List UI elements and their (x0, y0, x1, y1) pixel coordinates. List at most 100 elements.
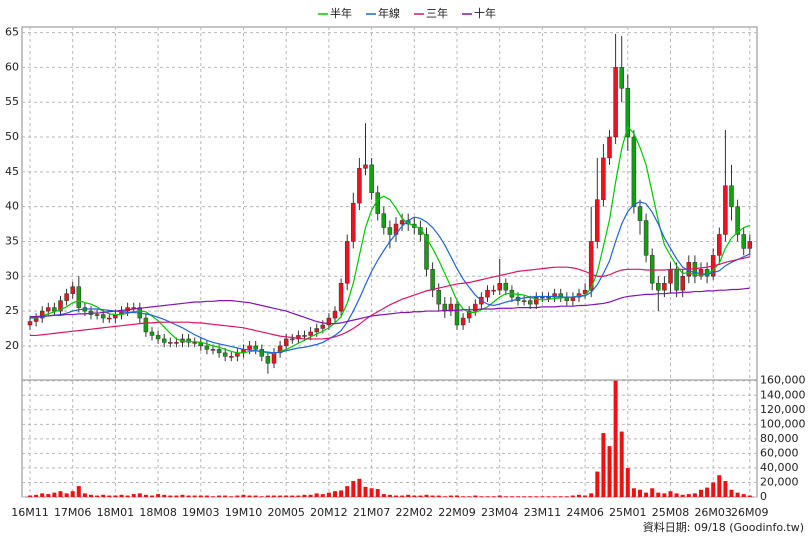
candle-body (70, 286, 75, 294)
ma-line (29, 201, 751, 354)
volume-bar (503, 496, 508, 497)
volume-bar (131, 494, 136, 497)
x-tick-label: 16M11 (11, 506, 49, 519)
volume-bar (211, 496, 215, 497)
volume-bar (406, 494, 411, 497)
volume-bar (534, 496, 539, 497)
candle-body (64, 293, 69, 301)
volume-bar (485, 496, 490, 497)
volume-bar (314, 493, 319, 497)
ma-line (30, 256, 750, 340)
candle-body (46, 307, 51, 312)
candle-body (186, 338, 191, 343)
y2-tick-label: 0 (760, 490, 767, 503)
candle-body (747, 241, 753, 249)
candle-body (741, 234, 746, 249)
candle-body (265, 356, 271, 364)
candle-body (619, 67, 624, 89)
volume-bar (735, 492, 740, 497)
volume-bar (107, 495, 112, 497)
x-tick-label: 20M12 (310, 506, 348, 519)
volume-bar (247, 495, 252, 497)
candle-body (430, 269, 435, 291)
volume-bar (168, 495, 173, 497)
candle-body (466, 310, 472, 319)
candle-body (320, 324, 326, 329)
volume-bar (259, 496, 264, 497)
volume-bar (278, 495, 283, 497)
x-tick-label: 26M03 (694, 506, 732, 519)
y2-tick-label: 100,000 (760, 417, 806, 430)
x-tick-label: 21M07 (353, 506, 391, 519)
volume-bar (680, 494, 685, 497)
candle-body (613, 67, 618, 138)
volume-bar (455, 495, 459, 497)
y-tick-label: 45 (5, 165, 19, 178)
volume-bar (668, 491, 673, 497)
y-tick-label: 20 (5, 339, 19, 352)
volume-bar (204, 495, 209, 497)
legend-label: 半年 (330, 6, 352, 20)
candle-body (332, 310, 338, 319)
volume-bar (699, 489, 703, 497)
volume-bar (613, 380, 618, 497)
candle-body (290, 338, 295, 341)
volume-bar (564, 496, 569, 497)
volume-bar (522, 496, 527, 497)
volume-bar (52, 492, 57, 497)
candle-body (436, 289, 441, 305)
candle-body (94, 314, 100, 316)
volume-bar (570, 495, 575, 497)
volume-bar (528, 496, 533, 497)
x-tick-label: 26M09 (731, 506, 769, 519)
y2-tick-label: 160,000 (760, 374, 806, 387)
candle-body (497, 282, 502, 291)
volume-bar (174, 495, 179, 497)
y-tick-label: 50 (5, 130, 19, 143)
volume-bar (357, 478, 362, 497)
volume-bar (150, 495, 154, 497)
volume-bar (296, 495, 301, 497)
volume-bar (241, 494, 246, 497)
candle-body (253, 345, 258, 350)
candle-body (637, 206, 643, 221)
volume-bar (284, 495, 289, 497)
candle-body (76, 286, 82, 308)
volume-bar (644, 492, 649, 497)
volume-bar (253, 495, 258, 497)
y2-tick-label: 40,000 (760, 461, 799, 474)
candle-body (473, 303, 478, 312)
volume-bar (467, 496, 472, 497)
volume-bar (28, 495, 32, 497)
candle-body (680, 276, 685, 291)
volume-bar (34, 494, 39, 497)
x-tick-label: 19M10 (225, 506, 263, 519)
volume-bar (741, 494, 746, 497)
x-tick-label: 20M05 (267, 506, 305, 519)
volume-bar (375, 489, 380, 497)
volume-bar (308, 494, 313, 497)
x-tick-label: 23M04 (481, 506, 519, 519)
x-tick-label: 22M09 (438, 506, 476, 519)
volume-bar (546, 496, 551, 497)
candle-body (204, 345, 210, 350)
candle-body (302, 335, 307, 337)
volume-bar (180, 494, 185, 497)
y-tick-label: 25 (5, 304, 19, 317)
y2-tick-label: 80,000 (760, 432, 799, 445)
candle-body (259, 349, 265, 357)
candle-body (351, 202, 356, 242)
volume-bar (601, 433, 606, 497)
candle-body (546, 296, 551, 299)
volume-bar (412, 495, 417, 497)
volume-bar (656, 492, 661, 497)
volume-bar (424, 494, 429, 497)
y2-tick-label: 140,000 (760, 388, 806, 401)
candle-body (601, 157, 606, 200)
x-tick-label: 25M08 (652, 506, 690, 519)
volume-bar (198, 495, 203, 497)
y2-tick-label: 120,000 (760, 403, 806, 416)
volume-bar (729, 489, 734, 497)
y2-tick-label: 20,000 (760, 475, 799, 488)
